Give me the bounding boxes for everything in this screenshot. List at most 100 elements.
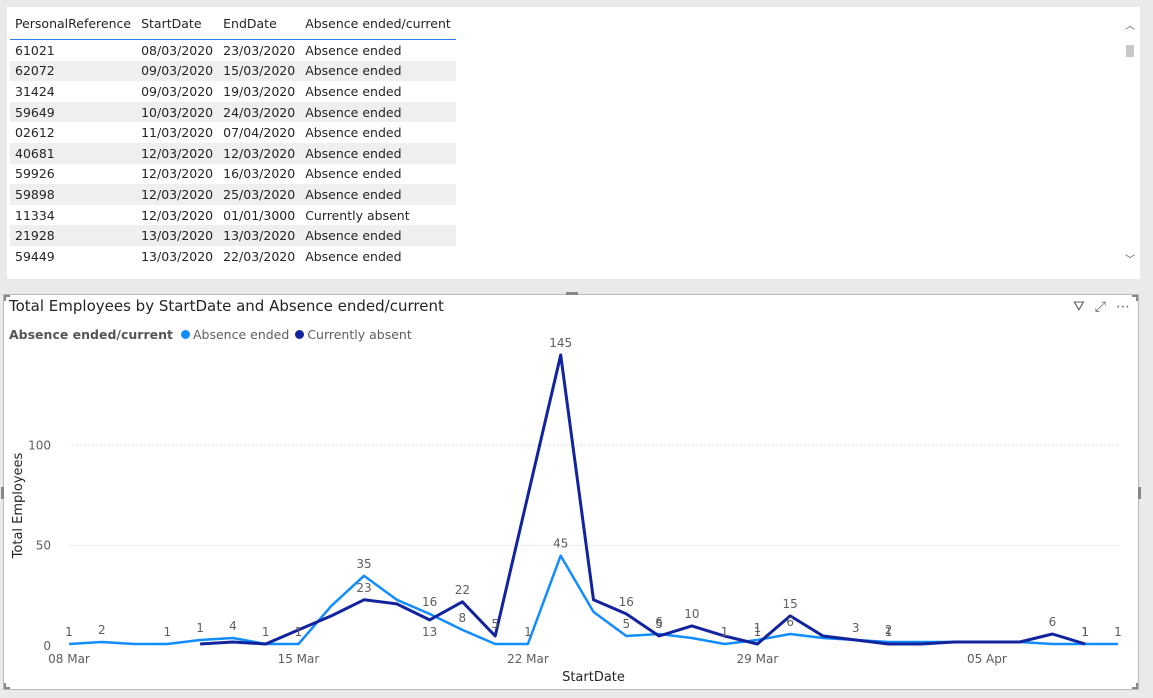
table-cell: 09/03/2020 [136,60,219,82]
column-header[interactable]: EndDate [218,7,301,40]
table-row[interactable]: 61021 08/03/2020 23/03/2020 Absence ended [10,40,456,61]
data-label: 16 [619,595,634,609]
table-scrollbar[interactable]: ︿ ﹀ [1124,15,1136,267]
table-cell: 25/03/2020 [218,184,301,205]
table-cell: 12/03/2020 [136,142,219,164]
table-row[interactable]: 11334 12/03/2020 01/01/3000 Currently absen… [10,205,456,226]
data-label: 1 [754,621,762,635]
table-cell: 61021 [15,42,55,58]
x-axis-title: StartDate [562,670,625,685]
resize-handle[interactable] [1138,487,1141,499]
table-cell: Absence ended [305,125,402,141]
chart-legend: Absence ended/current Absence ended Curr… [9,327,418,342]
resize-handle[interactable] [1132,687,1138,689]
table-cell: 23/03/2020 [223,42,296,58]
legend-dot [295,330,305,339]
resize-handle[interactable] [1132,295,1138,297]
table-row[interactable]: 59926 12/03/2020 16/03/2020 Absence ended [10,164,456,185]
data-label: 1 [1081,625,1089,639]
table-cell: 22/03/2020 [223,248,296,264]
data-label: 2 [98,623,106,637]
data-label: 22 [455,583,470,597]
resize-handle[interactable] [4,295,6,301]
data-label: 3 [852,621,860,635]
data-label: 5 [655,617,663,631]
table-row[interactable]: 62072 09/03/2020 15/03/2020 Absence ended [10,60,456,82]
resize-handle[interactable] [1136,295,1138,301]
table-cell: 09/03/2020 [141,83,214,99]
table-cell: 16/03/2020 [223,166,296,182]
legend-item-currently-absent[interactable]: Currently absent [295,327,412,342]
data-label: 145 [549,336,572,350]
data-label: 6 [655,615,663,629]
resize-handle[interactable] [1136,683,1138,689]
table-cell: 59898 [10,184,137,205]
table-cell: 11334 [15,207,55,223]
data-label: 8 [459,611,467,625]
table-cell: 11/03/2020 [141,125,214,141]
resize-handle[interactable] [4,687,10,689]
x-tick-label: 29 Mar [737,652,779,666]
absence-table: PersonalReference StartDate EndDate Absence… [10,7,456,267]
resize-handle[interactable] [4,295,10,297]
data-label: 1 [262,625,270,639]
data-label: 1 [164,625,172,639]
table-cell: 12/03/2020 [136,184,219,205]
filter-icon[interactable]: ⛛ [1073,299,1085,315]
table-header-row: PersonalReference StartDate EndDate Absence… [10,7,456,40]
table-row[interactable]: 59649 10/03/2020 24/03/2020 Absence ended [10,101,456,123]
data-label: 1 [295,625,303,639]
resize-handle[interactable] [566,292,578,295]
table-cell: 15/03/2020 [218,60,301,82]
chart-svg: 0 50 100 08 Mar 15 Mar 22 Mar 29 Mar 05 Apr Star… [11,336,1122,685]
table-cell: 21928 [10,225,137,246]
table-row[interactable]: 02612 11/03/2020 07/04/2020 Absence ended [10,122,456,143]
table-cell: 59649 [10,101,137,123]
table-row[interactable]: 31424 09/03/2020 19/03/2020 Absence ended [10,81,456,102]
focus-mode-icon[interactable]: ⤢ [1094,299,1106,315]
table-cell: Absence ended [305,248,402,264]
table-cell: Absence ended [305,42,402,58]
data-label: 1 [885,625,893,639]
chevron-down-icon[interactable]: ﹀ [1125,255,1135,266]
resize-handle[interactable] [1,487,4,499]
more-options-icon[interactable]: ⋯ [1116,299,1130,315]
series-line-currently-absent [200,353,1086,646]
table-cell: 08/03/2020 [141,42,214,58]
y-tick-label: 50 [36,539,51,553]
table-cell: 12/03/2020 [141,207,214,223]
table-row[interactable]: 59449 13/03/2020 22/03/2020 Absence ended [10,246,456,267]
data-label: 5 [491,617,499,631]
data-label: 16 [422,595,437,609]
table-cell: 10/03/2020 [136,101,219,123]
table-row[interactable]: 59898 12/03/2020 25/03/2020 Absence ended [10,184,456,205]
data-label: 2 [885,623,893,637]
table-cell: 02612 [15,125,55,141]
chevron-up-icon[interactable]: ︿ [1125,21,1135,32]
column-header[interactable]: Absence ended/current [300,7,456,40]
data-label: 1 [524,625,532,639]
table-cell: 13/03/2020 [218,225,301,246]
table-cell: 19/03/2020 [223,83,296,99]
table-cell: 40681 [10,142,137,164]
legend-label: Currently absent [307,327,412,342]
table-row[interactable]: 21928 13/03/2020 13/03/2020 Absence ended [10,225,456,246]
table-cell: Absence ended [305,166,402,182]
column-header[interactable]: PersonalReference [10,7,137,40]
data-label: 6 [1049,615,1057,629]
scrollbar-thumb[interactable] [1126,45,1134,57]
table-cell: Absence ended [300,60,456,82]
resize-handle[interactable] [4,683,6,689]
table-cell: Absence ended [300,142,456,164]
column-header[interactable]: StartDate [136,7,219,40]
line-chart-visual[interactable]: 0 50 100 08 Mar 15 Mar 22 Mar 29 Mar 05 Apr Star… [1,292,1141,690]
legend-dot [180,330,190,339]
table-cell: Currently absent [305,207,410,223]
table-row[interactable]: 40681 12/03/2020 12/03/2020 Absence ended [10,142,456,164]
data-label: 13 [422,625,437,639]
y-tick-label: 0 [43,639,51,653]
data-label: 1 [1114,625,1122,639]
data-label: 10 [684,607,699,621]
legend-item-absence-ended[interactable]: Absence ended [180,327,290,342]
legend-label: Absence ended [192,327,290,342]
